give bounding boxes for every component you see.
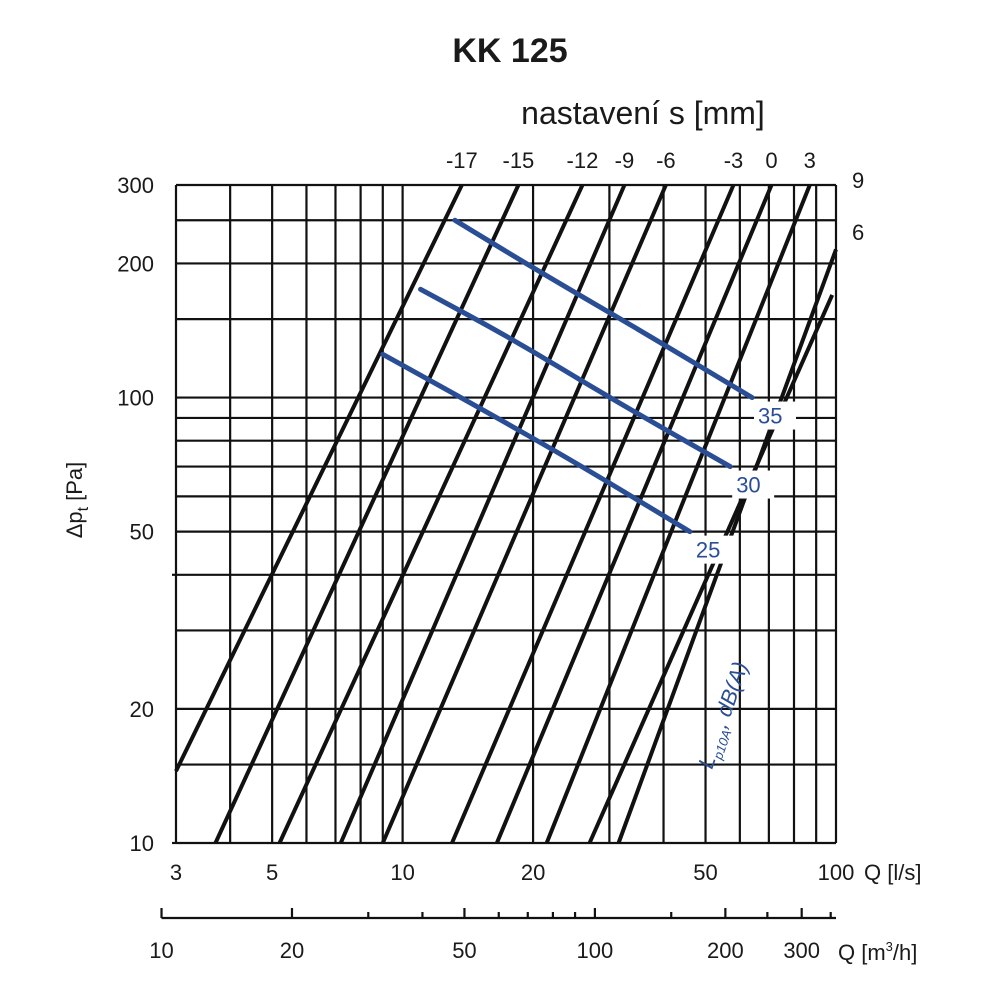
pressure-curves xyxy=(174,184,838,844)
pressure-curve xyxy=(213,184,521,844)
x-tick-label: 50 xyxy=(693,860,717,885)
setting-label: 9 xyxy=(852,168,864,193)
setting-label: 6 xyxy=(852,220,864,245)
secondary-axis-label: Q [m3/h] xyxy=(838,939,917,965)
pressure-curve xyxy=(450,184,736,844)
x-tick-label: 100 xyxy=(818,860,855,885)
y-tick-label: 20 xyxy=(130,697,154,722)
pressure-curve xyxy=(174,184,464,772)
pressure-curve xyxy=(277,184,585,844)
noise-curve xyxy=(418,286,733,470)
noise-level-label: 35 xyxy=(758,404,782,429)
noise-level-label: 25 xyxy=(696,538,720,563)
secondary-tick-label: 20 xyxy=(280,938,304,963)
noise-level-label: 30 xyxy=(736,473,760,498)
setting-label: 3 xyxy=(804,148,816,173)
pressure-curve xyxy=(587,294,835,844)
noise-label-background xyxy=(732,470,775,499)
setting-label: -9 xyxy=(615,148,635,173)
y-tick-label: 300 xyxy=(117,173,154,198)
setting-label: -15 xyxy=(503,148,535,173)
noise-curve xyxy=(452,217,755,401)
y-tick-label: 100 xyxy=(117,386,154,411)
y-axis-label: Δpt[Pa] xyxy=(62,462,92,539)
setting-label: -12 xyxy=(567,148,599,173)
y-tick-label: 50 xyxy=(130,520,154,545)
x-axis-label: Q [l/s] xyxy=(864,860,921,885)
secondary-axis: 10 20 50 100 200 300 xyxy=(149,908,836,963)
setting-label: -6 xyxy=(656,148,676,173)
noise-label-background xyxy=(754,401,797,430)
secondary-tick-label: 200 xyxy=(707,938,744,963)
x-tick-label: 3 xyxy=(170,860,182,885)
secondary-tick-label: 50 xyxy=(452,938,476,963)
setting-axis-title: nastavení s [mm] xyxy=(521,95,765,131)
secondary-tick-label: 100 xyxy=(577,938,614,963)
secondary-tick-label: 10 xyxy=(149,938,173,963)
noise-axis-label: Lp10A, dB(A) xyxy=(693,658,757,772)
y-tick-label: 200 xyxy=(117,251,154,276)
setting-label: -17 xyxy=(446,148,478,173)
setting-label: 0 xyxy=(765,148,777,173)
pressure-curve xyxy=(380,184,668,844)
x-tick-label: 5 xyxy=(266,860,278,885)
x-tick-label: 10 xyxy=(390,860,414,885)
y-tick-label: 10 xyxy=(130,831,154,856)
noise-label-background xyxy=(691,535,734,564)
secondary-tick-label: 300 xyxy=(783,938,820,963)
setting-label: -3 xyxy=(724,148,744,173)
chart-title: KK 125 xyxy=(452,32,567,70)
pressure-curve xyxy=(495,184,774,844)
noise-curves: 35 30 25 xyxy=(380,217,797,564)
noise-curve xyxy=(380,351,693,535)
x-tick-label: 20 xyxy=(521,860,545,885)
pressure-curve xyxy=(544,184,812,844)
